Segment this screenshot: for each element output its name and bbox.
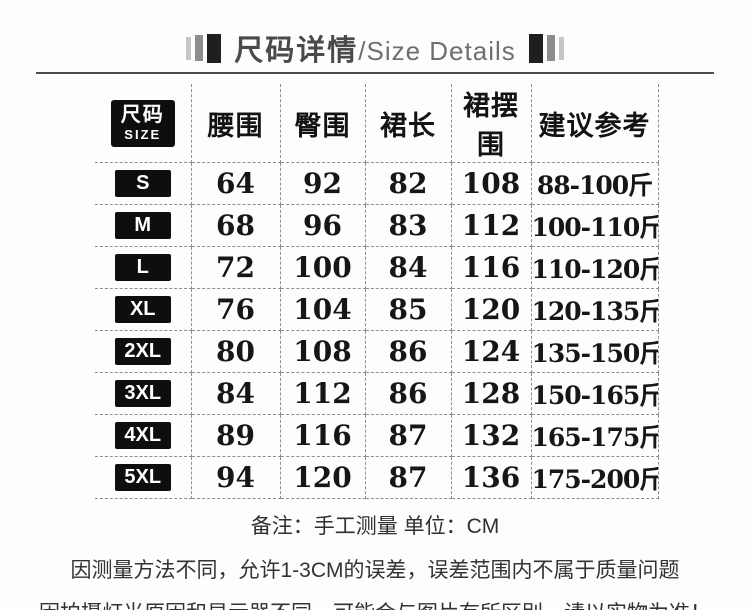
table-row: 4XL 89 116 87 132 165-175斤 — [95, 414, 659, 457]
waist-value: 64 — [191, 162, 281, 205]
size-column-header: 尺码 SIZE — [95, 84, 192, 163]
section-title: 尺码详情/Size Details — [0, 31, 750, 67]
waist-value: 80 — [191, 330, 281, 373]
decor-bar-icon — [195, 35, 204, 61]
hip-value: 112 — [280, 372, 366, 415]
hip-value: 100 — [280, 246, 366, 289]
suggest-value: 135-150斤 — [531, 330, 659, 373]
decor-bar-icon — [546, 35, 555, 61]
waist-value: 84 — [191, 372, 281, 415]
column-header-waist: 腰围 — [191, 84, 281, 163]
size-header-badge: 尺码 SIZE — [110, 99, 175, 147]
table-row: M 68 96 83 112 100-110斤 — [95, 204, 659, 247]
hem-value: 112 — [451, 204, 532, 247]
suggest-value: 100-110斤 — [531, 204, 659, 247]
suggest-value: 110-120斤 — [531, 246, 659, 289]
hem-value: 108 — [451, 162, 532, 205]
skirt-length-value: 85 — [365, 288, 452, 331]
column-header-hem: 裙摆围 — [451, 84, 532, 163]
title-divider — [36, 72, 714, 74]
waist-value: 76 — [191, 288, 281, 331]
waist-value: 89 — [191, 414, 281, 457]
size-header-zh: 尺码 — [120, 104, 165, 126]
column-header-skirt-length: 裙长 — [365, 84, 452, 163]
suggest-value: 88-100斤 — [531, 162, 659, 205]
size-badge: M — [114, 212, 171, 239]
size-chart-table: 尺码 SIZE 腰围 臀围 裙长 裙摆围 建议参考 S 64 92 82 108… — [95, 84, 659, 499]
size-badge: 4XL — [114, 422, 171, 449]
title-decoration-right — [528, 33, 564, 63]
decor-bar-icon — [186, 36, 192, 60]
suggest-value: 120-135斤 — [531, 288, 659, 331]
hem-value: 116 — [451, 246, 532, 289]
waist-value: 68 — [191, 204, 281, 247]
table-row: XL 76 104 85 120 120-135斤 — [95, 288, 659, 331]
size-badge: 5XL — [114, 464, 171, 491]
decor-bar-icon — [207, 33, 222, 63]
hem-value: 128 — [451, 372, 532, 415]
skirt-length-value: 83 — [365, 204, 452, 247]
table-row: 3XL 84 112 86 128 150-165斤 — [95, 372, 659, 415]
page-title: 尺码详情/Size Details — [234, 27, 516, 69]
note-measurement: 备注：手工测量 单位：CM — [250, 515, 500, 538]
suggest-value: 175-200斤 — [531, 456, 659, 499]
hip-value: 92 — [280, 162, 366, 205]
suggest-value: 150-165斤 — [531, 372, 659, 415]
waist-value: 94 — [191, 456, 281, 499]
footer-notes: 备注：手工测量 单位：CM 因测量方法不同，允许1-3CM的误差，误差范围内不属… — [0, 510, 750, 610]
table-row: 5XL 94 120 87 136 175-200斤 — [95, 456, 659, 499]
size-badge: S — [114, 170, 171, 197]
size-badge: XL — [114, 296, 171, 323]
table-row: 2XL 80 108 86 124 135-150斤 — [95, 330, 659, 373]
hip-value: 108 — [280, 330, 366, 373]
column-header-hip: 臀围 — [280, 84, 366, 163]
waist-value: 72 — [191, 246, 281, 289]
note-tolerance: 因测量方法不同，允许1-3CM的误差，误差范围内不属于质量问题 — [70, 559, 680, 582]
size-badge: 2XL — [114, 338, 171, 365]
page-title-en: /Size Details — [358, 36, 516, 66]
size-header-en: SIZE — [124, 127, 162, 142]
table-row: L 72 100 84 116 110-120斤 — [95, 246, 659, 289]
suggest-value: 165-175斤 — [531, 414, 659, 457]
decor-bar-icon — [558, 36, 564, 60]
skirt-length-value: 87 — [365, 414, 452, 457]
hem-value: 132 — [451, 414, 532, 457]
table-row: S 64 92 82 108 88-100斤 — [95, 162, 659, 205]
skirt-length-value: 82 — [365, 162, 452, 205]
skirt-length-value: 87 — [365, 456, 452, 499]
size-badge: L — [114, 254, 171, 281]
hem-value: 124 — [451, 330, 532, 373]
hip-value: 116 — [280, 414, 366, 457]
size-badge: 3XL — [114, 380, 171, 407]
skirt-length-value: 86 — [365, 372, 452, 415]
table-header-row: 尺码 SIZE 腰围 臀围 裙长 裙摆围 建议参考 — [95, 84, 659, 163]
hem-value: 120 — [451, 288, 532, 331]
decor-bar-icon — [528, 33, 543, 63]
hip-value: 120 — [280, 456, 366, 499]
column-header-suggest: 建议参考 — [531, 84, 659, 163]
skirt-length-value: 86 — [365, 330, 452, 373]
title-decoration-left — [186, 33, 222, 63]
page-title-zh: 尺码详情 — [234, 35, 359, 67]
hem-value: 136 — [451, 456, 532, 499]
hip-value: 96 — [280, 204, 366, 247]
note-color-difference: 因拍摄灯光原因和显示器不同，可能会与图片有所区别，请以实物为准！ — [0, 597, 750, 610]
hip-value: 104 — [280, 288, 366, 331]
skirt-length-value: 84 — [365, 246, 452, 289]
